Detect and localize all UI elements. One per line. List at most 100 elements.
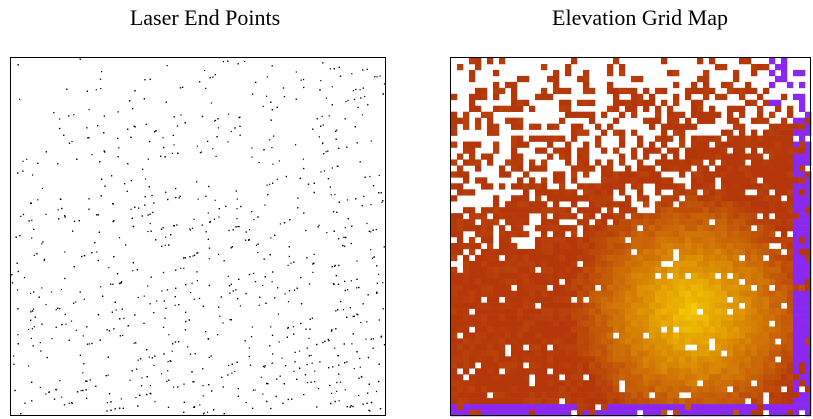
grid-cell [517, 404, 524, 411]
laser-point [271, 65, 273, 67]
grid-cell [667, 362, 674, 369]
grid-cell [757, 392, 764, 399]
grid-cell [553, 398, 560, 405]
grid-cell [475, 231, 482, 238]
grid-cell [781, 213, 788, 220]
grid-cell [451, 117, 458, 124]
grid-cell [691, 338, 698, 345]
grid-cell [715, 332, 722, 339]
grid-cell [589, 99, 596, 107]
grid-cell [661, 380, 668, 387]
grid-cell [463, 278, 470, 286]
laser-point [227, 60, 229, 62]
grid-cell [649, 278, 656, 286]
grid-cell [643, 296, 650, 303]
grid-cell [649, 248, 656, 256]
grid-cell [649, 332, 656, 339]
grid-cell [661, 398, 668, 405]
grid-cell [781, 183, 788, 190]
grid-cell [577, 147, 584, 154]
laser-point [236, 198, 238, 200]
grid-cell [751, 165, 758, 172]
grid-cell [805, 195, 812, 202]
grid-cell [529, 338, 536, 345]
grid-cell [631, 111, 638, 118]
grid-cell [781, 326, 788, 333]
grid-cell [793, 195, 800, 202]
grid-cell [577, 237, 584, 244]
grid-cell [595, 272, 602, 280]
grid-cell [751, 195, 758, 202]
laser-point [266, 95, 268, 97]
grid-cell [703, 404, 710, 411]
grid-cell [511, 183, 518, 190]
laser-point [289, 219, 291, 221]
grid-cell [475, 290, 482, 297]
grid-cell [775, 129, 782, 136]
grid-cell [751, 129, 758, 136]
grid-cell [463, 266, 470, 274]
grid-cell [457, 153, 464, 160]
grid-cell [619, 362, 626, 369]
grid-cell [583, 326, 590, 333]
grid-cell [709, 260, 716, 268]
grid-cell [793, 386, 800, 393]
grid-cell [511, 231, 518, 238]
grid-cell [721, 189, 728, 196]
grid-cell [787, 296, 794, 303]
grid-cell [739, 219, 746, 226]
grid-cell [481, 272, 488, 280]
grid-cell [793, 231, 800, 238]
laser-point [166, 380, 168, 382]
grid-cell [673, 81, 680, 89]
grid-cell [679, 362, 686, 369]
laser-point [306, 347, 308, 349]
laser-point [33, 326, 35, 328]
grid-cell [745, 260, 752, 268]
grid-cell [535, 320, 542, 327]
grid-cell [703, 362, 710, 369]
grid-cell [709, 254, 716, 262]
grid-cell [709, 398, 716, 405]
grid-cell [661, 195, 668, 202]
grid-cell [655, 284, 662, 291]
grid-cell [751, 350, 758, 357]
grid-cell [691, 237, 698, 244]
grid-cell [619, 183, 626, 190]
grid-cell [745, 141, 752, 148]
grid-cell [715, 93, 722, 101]
grid-cell [703, 290, 710, 297]
grid-cell [727, 284, 734, 291]
grid-cell [493, 404, 500, 411]
grid-cell [799, 398, 806, 405]
laser-point [27, 365, 30, 367]
laser-point [378, 192, 380, 194]
grid-cell [769, 410, 776, 417]
grid-cell [571, 404, 578, 411]
laser-point [345, 101, 347, 103]
grid-cell [559, 171, 566, 178]
grid-cell [667, 201, 674, 208]
grid-cell [577, 308, 584, 315]
grid-cell [619, 314, 626, 321]
grid-cell [535, 350, 542, 357]
laser-point [160, 373, 163, 375]
grid-cell [469, 159, 476, 166]
grid-cell [511, 410, 518, 417]
grid-cell [619, 350, 626, 357]
grid-cell [805, 237, 812, 244]
grid-cell [475, 284, 482, 291]
grid-cell [769, 332, 776, 339]
laser-point [65, 323, 67, 325]
grid-cell [601, 195, 608, 202]
grid-cell [793, 171, 800, 178]
grid-cell [769, 266, 776, 274]
grid-cell [727, 105, 734, 112]
grid-cell [799, 225, 806, 232]
grid-cell [619, 201, 626, 208]
grid-cell [703, 320, 710, 327]
grid-cell [661, 374, 668, 381]
laser-point [263, 258, 265, 260]
laser-point [217, 334, 219, 336]
laser-point [127, 163, 129, 165]
